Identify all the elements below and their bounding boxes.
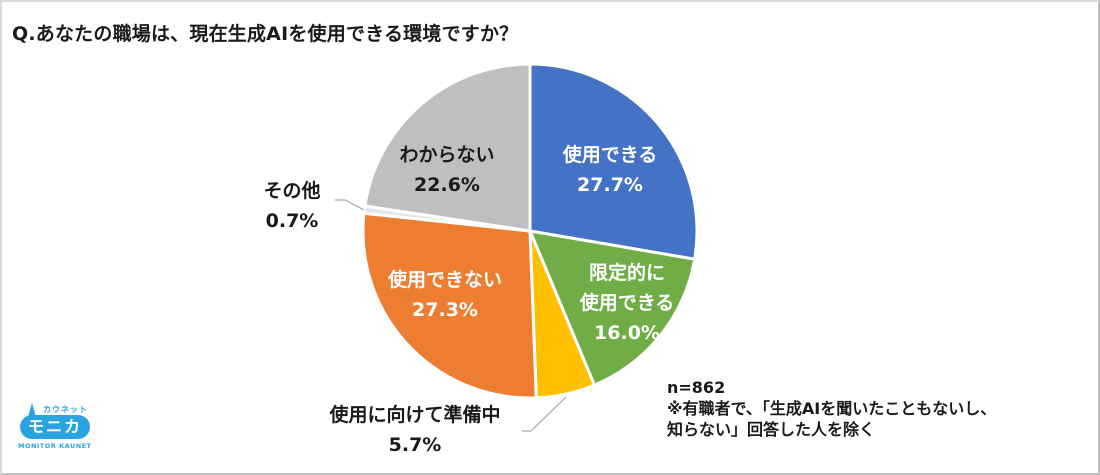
monika-logo: カウネット モニカ MONITOR KAUNET	[18, 403, 94, 453]
pie-slice-0	[528, 62, 699, 261]
label-preparing: 使用に向けて準備中 5.7%	[300, 400, 530, 460]
label-other-value: 0.7%	[265, 210, 319, 232]
label-preparing-value: 5.7%	[388, 434, 442, 456]
label-limited-name-2: 使用できる	[579, 292, 675, 314]
logo-top-text: カウネット	[43, 405, 88, 414]
label-cannot: 使用できない 27.3%	[370, 265, 520, 325]
label-can-use: 使用できる 27.7%	[545, 140, 675, 200]
sample-size: n=862	[667, 378, 726, 397]
note-line-2: 知らない」回答した人を除く	[667, 420, 876, 439]
label-unknown-name: わからない	[399, 144, 495, 166]
label-limited: 限定的に 使用できる 16.0%	[562, 258, 692, 348]
sample-note: n=862 ※有職者で、「生成AIを聞いたこともないし、 知らない」回答した人を…	[667, 377, 996, 440]
logo-bottom-text: MONITOR KAUNET	[18, 442, 92, 450]
label-cannot-value: 27.3%	[412, 299, 478, 321]
logo-bubble-spike	[28, 403, 36, 417]
pie-slices	[361, 62, 699, 400]
label-other: その他 0.7%	[252, 176, 332, 236]
label-unknown-value: 22.6%	[414, 174, 480, 196]
label-other-name: その他	[263, 180, 321, 202]
leader-line-other	[335, 199, 365, 211]
chart-title: Q.あなたの職場は、現在生成AIを使用できる環境ですか？	[12, 23, 519, 45]
logo-main-text: モニカ	[20, 415, 90, 439]
label-unknown: わからない 22.6%	[382, 140, 512, 200]
label-limited-name-1: 限定的に	[588, 262, 665, 284]
note-line-1: ※有職者で、「生成AIを聞いたこともないし、	[667, 399, 997, 418]
label-cannot-name: 使用できない	[387, 269, 502, 291]
pie-slice-3	[361, 211, 538, 400]
leader-line-preparing	[522, 396, 567, 432]
label-preparing-name: 使用に向けて準備中	[329, 404, 501, 426]
label-limited-value: 16.0%	[594, 322, 660, 344]
label-can-use-name: 使用できる	[562, 144, 658, 166]
label-can-use-value: 27.7%	[577, 174, 643, 196]
pie-slice-5	[363, 62, 532, 233]
pie-slice-1	[528, 229, 697, 387]
